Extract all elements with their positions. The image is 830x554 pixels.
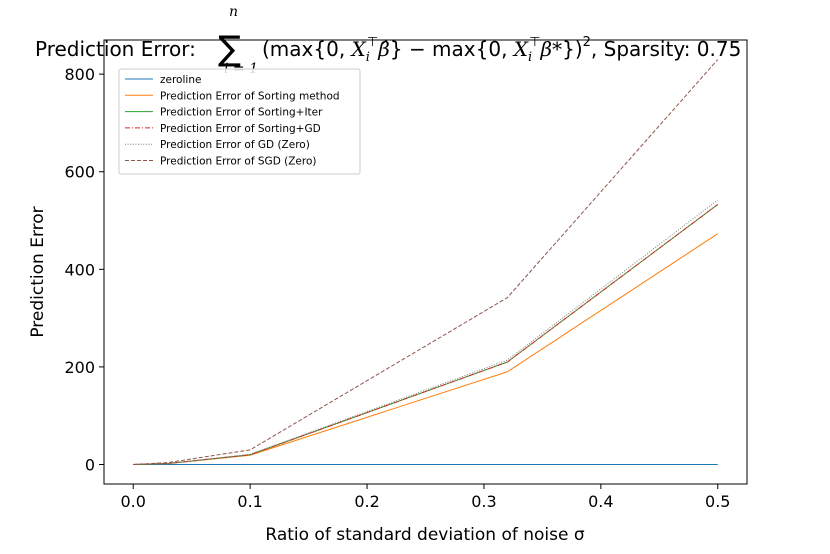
y-tick-label: 200 [64, 358, 95, 377]
title-suffix: , Sparsity: 0.75 [591, 37, 741, 61]
sum-symbol: ∑ [218, 29, 241, 69]
x-axis-ticks: 0.0 0.1 0.2 0.3 0.4 0.5 [121, 484, 730, 511]
series-layer [133, 59, 719, 465]
legend-box [118, 68, 361, 175]
x-tick-label: 0.5 [705, 492, 730, 511]
formula-part: β̂ [377, 37, 390, 61]
sum-upper-limit: n [229, 4, 238, 20]
x-tick-label: 0.2 [354, 492, 379, 511]
series-line-prediction-error-of-sorting-gd [133, 204, 719, 465]
series-line-prediction-error-of-sorting-iter [133, 204, 719, 465]
y-tick-label: 400 [64, 260, 95, 279]
x-tick-label: 0.3 [471, 492, 496, 511]
formula-part: ⊤ [367, 35, 378, 50]
x-tick-label: 0.1 [237, 492, 262, 511]
title-formula: (max{0, Xi⊤β̂} − max{0, Xi⊤β*})2, Sparsi… [262, 35, 741, 65]
formula-part: β* [540, 37, 563, 61]
legend-label: Prediction Error of Sorting method [160, 90, 340, 102]
legend-label: Prediction Error of Sorting+Iter [160, 107, 323, 119]
formula-part: X [512, 37, 529, 61]
series-line-prediction-error-of-gd-zero [133, 199, 719, 465]
formula-part: }) [562, 37, 583, 61]
y-axis-ticks: 0 200 400 600 800 [64, 65, 104, 474]
title-prefix: Prediction Error: [35, 37, 196, 61]
formula-part: X [350, 37, 367, 61]
y-tick-label: 800 [64, 65, 95, 84]
formula-part: i [528, 50, 532, 65]
y-tick-label: 0 [85, 455, 95, 474]
formula-part: } − max{0, [390, 37, 514, 61]
formula-part: (max{0, [262, 37, 352, 61]
legend: zeroline Prediction Error of Sorting meth… [118, 68, 361, 175]
legend-entries: zeroline Prediction Error of Sorting meth… [125, 74, 340, 168]
x-tick-label: 0.0 [121, 492, 146, 511]
legend-label: zeroline [160, 74, 201, 86]
legend-label: Prediction Error of Sorting+GD [160, 123, 321, 135]
formula-part: 2 [583, 35, 591, 50]
x-axis-title: Ratio of standard deviation of noise σ [265, 525, 584, 545]
series-line-prediction-error-of-sgd-zero [133, 59, 719, 465]
formula-part: ⊤ [529, 35, 540, 50]
x-tick-label: 0.4 [588, 492, 613, 511]
legend-label: Prediction Error of GD (Zero) [160, 139, 310, 151]
y-axis-title: Prediction Error [28, 206, 48, 337]
formula-part: i [366, 50, 370, 65]
y-tick-label: 600 [64, 163, 95, 182]
legend-label: Prediction Error of SGD (Zero) [160, 156, 316, 168]
series-line-prediction-error-of-sorting-method [133, 233, 719, 465]
plot-area-frame [103, 39, 748, 485]
